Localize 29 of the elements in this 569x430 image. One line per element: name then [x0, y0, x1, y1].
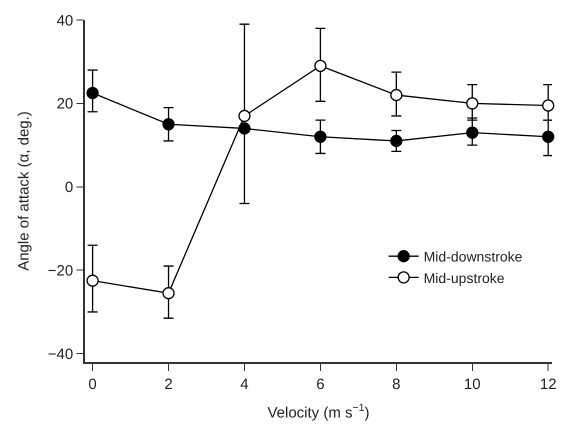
- point: [86, 274, 99, 287]
- point: [542, 130, 554, 143]
- point: [542, 99, 554, 112]
- point: [314, 130, 327, 143]
- y-tick-label: −20: [48, 262, 74, 280]
- y-tick-label: 0: [64, 179, 74, 196]
- point: [238, 110, 251, 122]
- point: [314, 60, 327, 72]
- x-tick-label: 12: [540, 376, 557, 393]
- point: [466, 126, 478, 139]
- x-tick-label: 2: [164, 376, 173, 393]
- x-axis-title: Velocity (m s$^{−1}$): [267, 402, 370, 422]
- x-tick-label: 6: [316, 376, 325, 393]
- point: [466, 97, 478, 110]
- y-axis-title: Angle of attack (α, deg.): [16, 111, 33, 271]
- legend-label: Mid-downstroke: [424, 248, 523, 265]
- x-tick-label: 0: [88, 376, 97, 393]
- point: [390, 134, 402, 148]
- x-tick-label: 10: [464, 376, 481, 393]
- y-tick-label: −40: [48, 346, 74, 363]
- point: [162, 287, 175, 300]
- point: [86, 86, 99, 100]
- x-tick-label: 8: [392, 376, 400, 393]
- y-tick-label: 20: [56, 96, 74, 113]
- legend-label: Mid-upstroke: [424, 270, 505, 286]
- x-tick-label: 4: [240, 376, 249, 393]
- point: [162, 118, 175, 130]
- y-tick-label: 40: [56, 12, 74, 30]
- point: [390, 88, 402, 102]
